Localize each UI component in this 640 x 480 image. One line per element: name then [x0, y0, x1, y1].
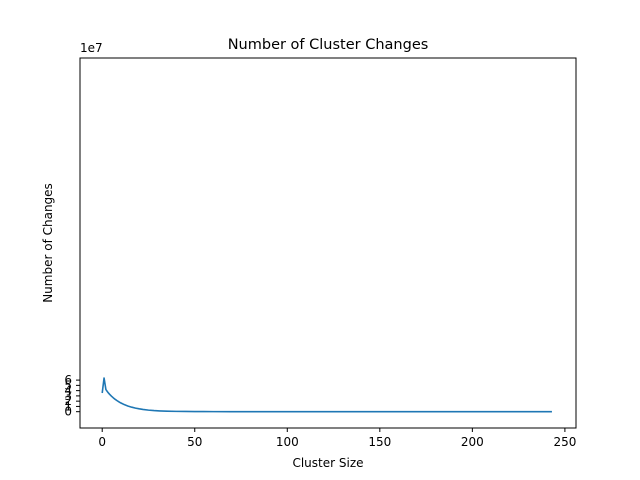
- x-tick-label: 100: [276, 435, 299, 449]
- x-axis-label: Cluster Size: [292, 456, 363, 470]
- y-tick-label: 1: [64, 399, 72, 413]
- x-tick-label: 0: [98, 435, 106, 449]
- y-tick-label: 6: [64, 373, 72, 387]
- y-axis-label: Number of Changes: [41, 183, 55, 303]
- x-tick-label: 50: [187, 435, 202, 449]
- x-tick-label: 250: [553, 435, 576, 449]
- y-tick-label: 2: [64, 394, 72, 408]
- plot-frame: [79, 57, 577, 429]
- chart-title: Number of Cluster Changes: [228, 37, 429, 53]
- y-tick-label: 5: [64, 378, 72, 392]
- x-tick-label: 200: [461, 435, 484, 449]
- series-line-0: [101, 377, 552, 413]
- x-axis-ticks: 0 50 100 150 200 250: [98, 428, 576, 449]
- plot-lines: [101, 377, 552, 413]
- y-tick-label: 0: [64, 405, 72, 419]
- y-tick-label: 4: [64, 384, 72, 398]
- y-tick-label: 3: [64, 389, 72, 403]
- x-tick-label: 150: [368, 435, 391, 449]
- y-offset-label: 1e7: [80, 41, 103, 55]
